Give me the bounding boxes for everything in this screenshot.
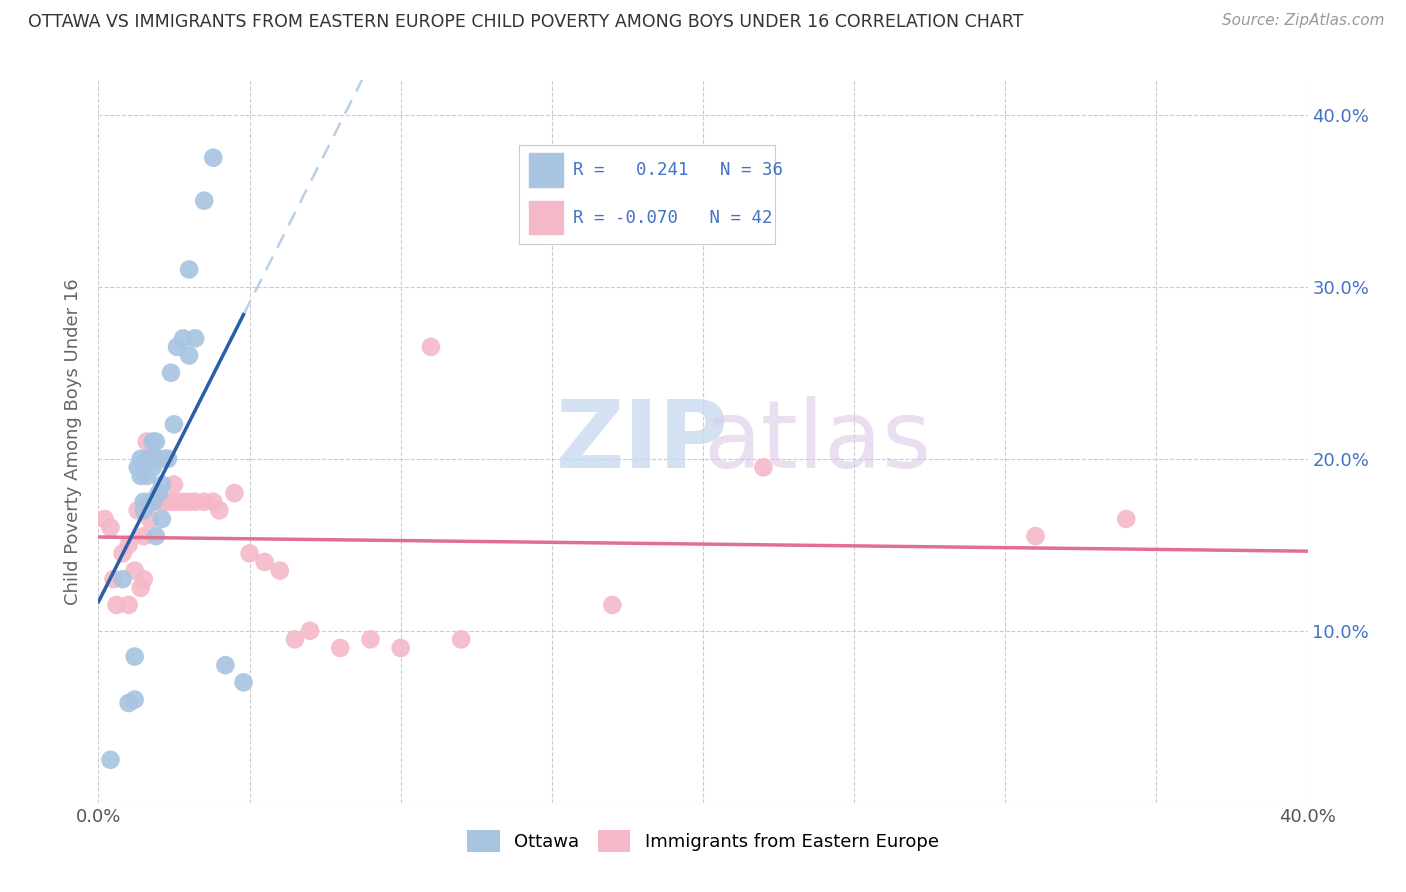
Text: R =   0.241   N = 36: R = 0.241 N = 36 <box>572 161 783 178</box>
Point <box>129 581 152 595</box>
Point <box>145 434 167 449</box>
Point <box>299 624 322 638</box>
Point <box>163 477 186 491</box>
Point <box>103 572 125 586</box>
Point <box>135 434 157 449</box>
Text: atlas: atlas <box>704 395 932 488</box>
Point <box>329 640 352 655</box>
Point <box>124 692 146 706</box>
Point <box>100 753 122 767</box>
Text: ZIP: ZIP <box>557 395 728 488</box>
Point <box>142 494 165 508</box>
Point <box>179 349 201 363</box>
Point <box>129 451 152 466</box>
Point <box>142 451 165 466</box>
Point <box>124 564 146 578</box>
Point <box>172 331 194 345</box>
Point <box>420 340 443 354</box>
Point <box>118 538 141 552</box>
Point <box>135 451 157 466</box>
Point <box>202 151 225 165</box>
Point <box>239 546 262 560</box>
Point <box>284 632 307 647</box>
Point <box>100 520 122 534</box>
Text: R = -0.070   N = 42: R = -0.070 N = 42 <box>572 209 772 227</box>
Point <box>132 503 155 517</box>
Point <box>214 658 236 673</box>
Point <box>105 598 128 612</box>
Point <box>139 494 162 508</box>
Point <box>184 494 207 508</box>
Point <box>450 632 472 647</box>
Point <box>184 331 207 345</box>
Point <box>124 649 146 664</box>
Point <box>752 460 775 475</box>
Text: Source: ZipAtlas.com: Source: ZipAtlas.com <box>1222 13 1385 29</box>
Point <box>232 675 254 690</box>
Point <box>153 451 176 466</box>
Point <box>132 529 155 543</box>
Point <box>166 494 188 508</box>
Point <box>150 512 173 526</box>
Point <box>145 529 167 543</box>
Point <box>163 417 186 432</box>
Point <box>139 512 162 526</box>
Point <box>153 494 176 508</box>
Point <box>193 194 215 208</box>
Point <box>111 572 134 586</box>
Point <box>148 486 170 500</box>
Point <box>160 366 183 380</box>
Point <box>166 340 188 354</box>
Point <box>1024 529 1046 543</box>
Bar <box>529 153 562 186</box>
Point <box>132 494 155 508</box>
Point <box>142 460 165 475</box>
Point <box>142 434 165 449</box>
Point <box>202 494 225 508</box>
Legend: Ottawa, Immigrants from Eastern Europe: Ottawa, Immigrants from Eastern Europe <box>460 822 946 859</box>
Point <box>156 451 179 466</box>
Point <box>172 494 194 508</box>
Point <box>111 546 134 560</box>
Point <box>360 632 382 647</box>
Point <box>148 451 170 466</box>
Point <box>179 262 201 277</box>
Point <box>139 451 162 466</box>
Point <box>132 572 155 586</box>
Point <box>602 598 624 612</box>
Point <box>193 494 215 508</box>
Bar <box>529 201 562 235</box>
Y-axis label: Child Poverty Among Boys Under 16: Child Poverty Among Boys Under 16 <box>65 278 83 605</box>
Point <box>118 598 141 612</box>
Point <box>127 460 149 475</box>
Point <box>1115 512 1137 526</box>
Point <box>224 486 246 500</box>
Point <box>127 503 149 517</box>
Point <box>145 494 167 508</box>
Point <box>179 494 201 508</box>
Point <box>269 564 291 578</box>
Point <box>93 512 115 526</box>
Point <box>135 469 157 483</box>
Point <box>150 477 173 491</box>
Point <box>160 494 183 508</box>
Point <box>208 503 231 517</box>
Point <box>118 696 141 710</box>
Point <box>148 486 170 500</box>
Point <box>253 555 276 569</box>
Point <box>389 640 412 655</box>
Text: OTTAWA VS IMMIGRANTS FROM EASTERN EUROPE CHILD POVERTY AMONG BOYS UNDER 16 CORRE: OTTAWA VS IMMIGRANTS FROM EASTERN EUROPE… <box>28 13 1024 31</box>
Point <box>129 469 152 483</box>
